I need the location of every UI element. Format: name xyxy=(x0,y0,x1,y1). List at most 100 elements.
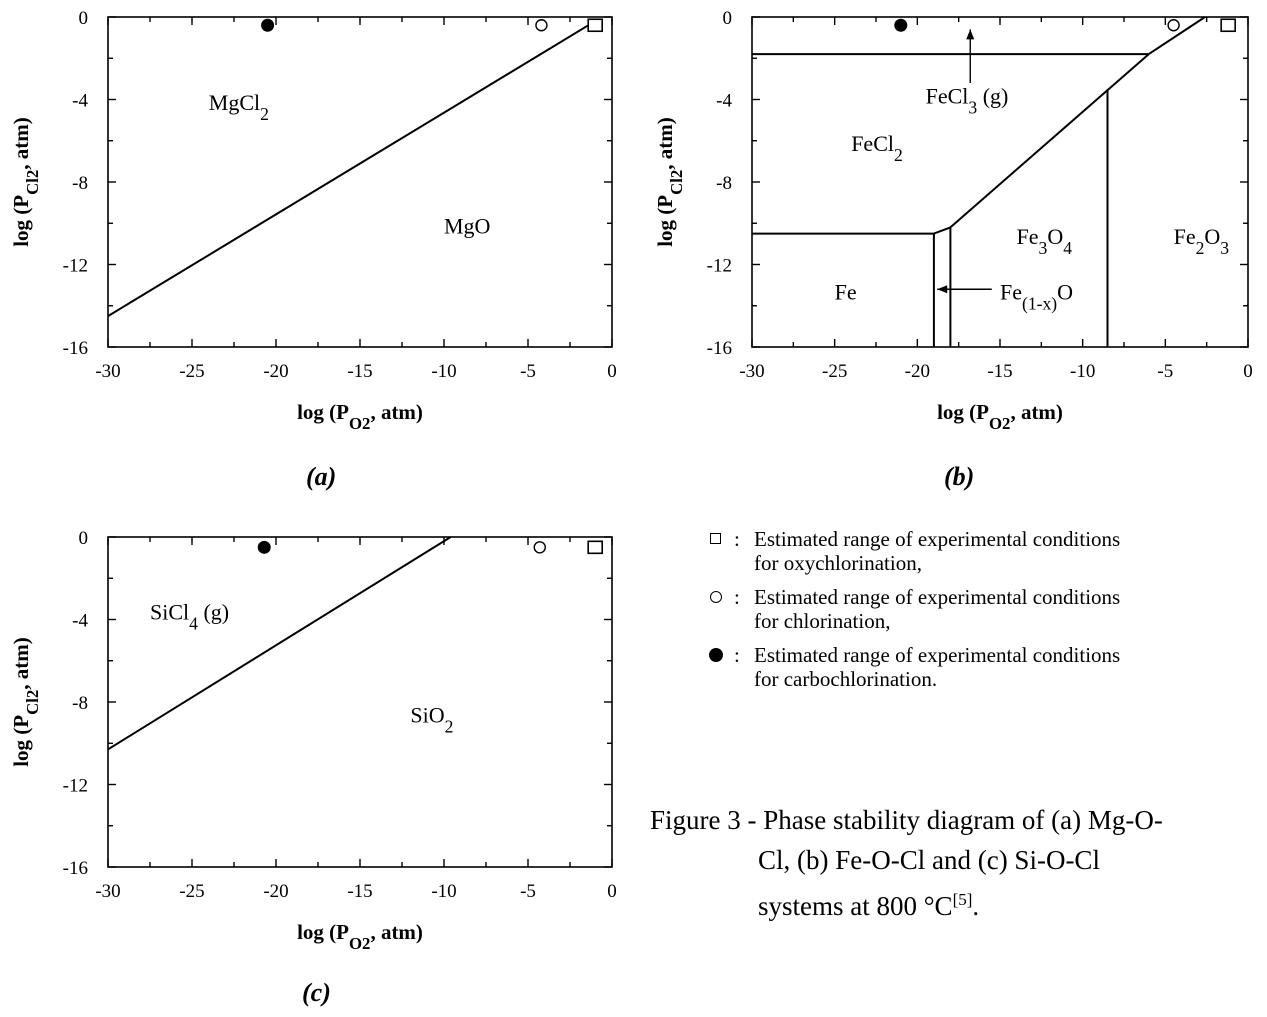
panel-b: -30 -25 -20 -15 -10 -5 0 0 -4 -8 -12 -16 log (PO2, a… xyxy=(640,0,1267,440)
legend-item-chlorination: : Estimated range of experimental condit… xyxy=(706,585,1266,633)
chlorination-marker xyxy=(533,541,546,554)
x-tick-label: -30 xyxy=(95,361,120,382)
y-tick-label: -8 xyxy=(716,173,732,194)
y-tick-label: 0 xyxy=(79,8,89,29)
caption-line-3: systems at 800 °C[5]. xyxy=(650,880,1267,926)
panel-caption-b: (b) xyxy=(944,462,975,491)
y-tick-label: 0 xyxy=(79,528,89,549)
chart-a: -30 -25 -20 -15 -10 -5 0 0 -4 -8 -12 -16 log (PO2, a… xyxy=(9,8,617,433)
panel-caption-a: (a) xyxy=(306,462,337,491)
x-tick-label: -10 xyxy=(1070,361,1095,382)
y-tick-label: -16 xyxy=(63,858,88,879)
annotation-arrow-head xyxy=(937,285,948,294)
square-marker-icon xyxy=(710,533,721,544)
legend-colon: : xyxy=(734,585,740,609)
y-axis-title-group: log (PCl2, atm) xyxy=(653,117,686,247)
x-tick-label: -20 xyxy=(263,881,288,902)
annotation-label: Fe(1-x)O xyxy=(1000,280,1073,314)
carbochlorination-marker xyxy=(894,18,908,32)
y-tick-label: -4 xyxy=(72,91,88,112)
y-tick-label: 0 xyxy=(723,8,733,29)
x-axis-title: log (PO2, atm) xyxy=(297,400,423,433)
x-tick-label: -5 xyxy=(1157,361,1173,382)
legend-item-carbochlorination: : Estimated range of experimental condit… xyxy=(706,643,1266,691)
x-tick-label: -25 xyxy=(179,881,204,902)
phase-region-label: MgO xyxy=(444,214,490,239)
y-tick-label: -8 xyxy=(72,173,88,194)
oxychlorination-marker xyxy=(587,18,604,33)
x-tick-label: -30 xyxy=(739,361,764,382)
x-tick-label: -5 xyxy=(520,361,536,382)
x-axis-title: log (PO2, atm) xyxy=(297,920,423,953)
legend-item-oxychlorination: : Estimated range of experimental condit… xyxy=(706,527,1266,575)
x-axis-title: log (PO2, atm) xyxy=(937,400,1063,433)
phase-boundary-line xyxy=(107,22,593,317)
chart-c: -30 -25 -20 -15 -10 -5 0 0 -4 -8 -12 -16 log (PO2, a… xyxy=(9,528,617,953)
y-tick-label: -4 xyxy=(716,91,732,112)
x-tick-label: 0 xyxy=(1243,361,1253,382)
y-axis-title: log (PCl2, atm) xyxy=(9,117,42,247)
phase-boundary-line xyxy=(1148,16,1206,55)
phase-region-label: Fe3O4 xyxy=(1017,224,1073,258)
y-axis-title-group: log (PCl2, atm) xyxy=(9,117,42,247)
x-tick-label: 0 xyxy=(607,361,617,382)
x-tick-label: -15 xyxy=(347,881,372,902)
phase-region-label: Fe xyxy=(835,280,857,305)
caption-line-3-text: systems at 800 °C xyxy=(758,891,953,921)
carbochlorination-marker xyxy=(261,18,275,32)
phase-boundary-line xyxy=(933,226,951,235)
y-axis-title: log (PCl2, atm) xyxy=(9,637,42,767)
caption-end: . xyxy=(972,891,980,921)
x-tick-label: -15 xyxy=(347,361,372,382)
open-circle-marker-icon xyxy=(710,591,722,603)
x-tick-label: -10 xyxy=(431,881,456,902)
phase-boundary-line xyxy=(107,536,452,751)
legend-text-line2: for chlorination, xyxy=(754,609,891,633)
caption-reference: [5] xyxy=(952,890,973,909)
legend-text-line1: Estimated range of experimental conditio… xyxy=(754,643,1121,667)
phase-region-label: FeCl2 xyxy=(851,131,903,165)
phase-boundary-line xyxy=(949,53,1150,229)
x-tick-label: -25 xyxy=(179,361,204,382)
panel-a: -30 -25 -20 -15 -10 -5 0 0 -4 -8 -12 -16 log (PO2, a… xyxy=(0,0,640,433)
y-tick-label: -12 xyxy=(707,256,732,277)
y-tick-label: -4 xyxy=(72,611,88,632)
plot-frame xyxy=(107,16,613,348)
chlorination-marker xyxy=(1167,19,1180,32)
annotation-arrow-head xyxy=(966,29,975,40)
legend-text-line2: for carbochlorination. xyxy=(754,667,938,691)
y-tick-label: -8 xyxy=(72,693,88,714)
y-tick-label: -16 xyxy=(707,338,732,359)
phase-region-label: SiCl4 (g) xyxy=(150,600,229,634)
y-axis-title: log (PCl2, atm) xyxy=(653,117,686,247)
x-tick-label: -5 xyxy=(520,881,536,902)
x-tick-label: 0 xyxy=(607,881,617,902)
annotation-label: FeCl3 (g) xyxy=(926,84,1009,118)
legend-text-line2: for oxychlorination, xyxy=(754,551,922,575)
panel-c: -30 -25 -20 -15 -10 -5 0 0 -4 -8 -12 -16 log (PO2, a… xyxy=(0,520,640,953)
phase-region-label: MgCl2 xyxy=(209,90,269,124)
chart-b: -30 -25 -20 -15 -10 -5 0 0 -4 -8 -12 -16 log (PO2, a… xyxy=(653,8,1253,433)
legend-text-line1: Estimated range of experimental conditio… xyxy=(754,585,1121,609)
oxychlorination-marker xyxy=(587,540,604,555)
y-axis-title-group: log (PCl2, atm) xyxy=(9,637,42,767)
x-tick-label: -10 xyxy=(431,361,456,382)
phase-region-label: Fe2O3 xyxy=(1174,224,1230,258)
panel-caption-c: (c) xyxy=(302,978,331,1007)
legend-text-line1: Estimated range of experimental conditio… xyxy=(754,527,1121,551)
legend-colon: : xyxy=(734,527,740,551)
legend-colon: : xyxy=(734,643,740,667)
figure-caption: Figure 3 - Phase stability diagram of (a… xyxy=(650,800,1267,926)
y-tick-label: -12 xyxy=(63,256,88,277)
oxychlorination-marker xyxy=(1220,18,1236,33)
chlorination-marker xyxy=(535,19,548,32)
x-tick-label: -25 xyxy=(822,361,847,382)
x-tick-label: -20 xyxy=(905,361,930,382)
caption-line-1: Figure 3 - Phase stability diagram of (a… xyxy=(650,805,1163,835)
x-tick-label: -15 xyxy=(987,361,1012,382)
carbochlorination-marker xyxy=(257,540,271,554)
y-tick-label: -16 xyxy=(63,338,88,359)
marker-legend: : Estimated range of experimental condit… xyxy=(706,527,1266,701)
x-tick-label: -30 xyxy=(95,881,120,902)
x-tick-label: -20 xyxy=(263,361,288,382)
